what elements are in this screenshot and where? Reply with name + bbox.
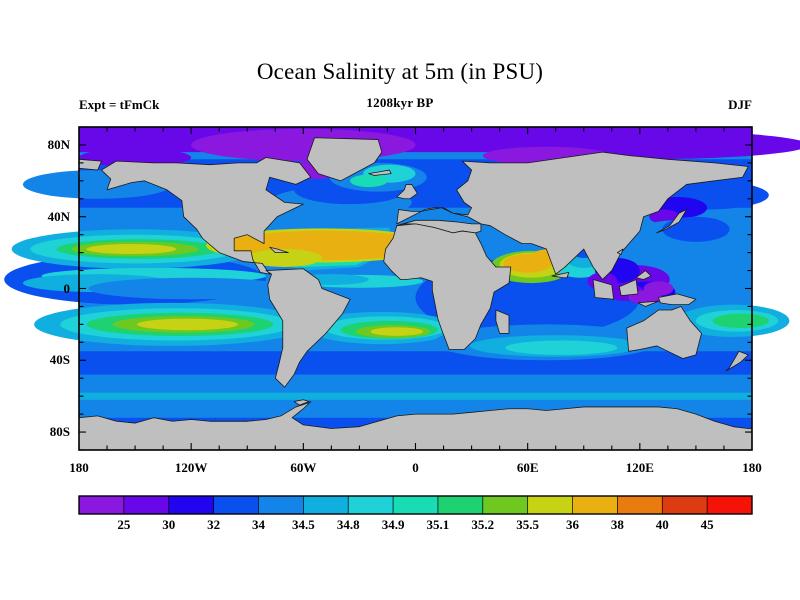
colorbar-tick-label: 40: [655, 517, 669, 532]
salinity-patch: [350, 174, 388, 188]
british-isles: [396, 184, 418, 200]
colorbar-tick-label: 38: [610, 517, 624, 532]
salinity-patch: [649, 209, 680, 224]
colorbar-tick-label: 45: [700, 517, 714, 532]
madagascar: [495, 309, 510, 334]
x-axis-tick-label: 120E: [625, 460, 654, 475]
y-axis-tick-label: 40N: [47, 208, 70, 224]
page-title: Ocean Salinity at 5m (in PSU): [256, 59, 544, 84]
colorbar-tick-label: 36: [566, 517, 580, 532]
experiment-label: Expt = tFmCk: [79, 97, 160, 112]
new-zealand: [725, 350, 749, 372]
y-axis-tick-label: 0: [63, 280, 71, 296]
colorbar[interactable]: [78, 495, 753, 515]
colorbar-tick-label: 35.1: [426, 517, 450, 532]
colorbar-tick-label: 30: [162, 517, 176, 532]
y-axis-tick-label: 40S: [49, 352, 70, 368]
colorbar-tick-label: 34: [251, 517, 265, 532]
salinity-patch: [662, 216, 730, 242]
salinity-patch: [247, 249, 323, 267]
salinity-patch: [79, 148, 192, 167]
y-axis-tick-label: 80N: [47, 136, 70, 152]
x-axis-tick-label: 120W: [174, 460, 208, 475]
colorbar-band[interactable]: [662, 496, 708, 514]
colorbar-band[interactable]: [123, 496, 170, 514]
colorbar-band[interactable]: [258, 496, 304, 514]
sumatra: [592, 279, 615, 300]
north-america: [101, 157, 312, 275]
salinity-patch: [712, 313, 769, 328]
colorbar-band[interactable]: [527, 496, 574, 514]
iceland: [368, 169, 392, 176]
x-axis-tick-label: 180: [69, 460, 89, 475]
colorbar-border: [78, 495, 753, 515]
x-axis-tick-label: 180: [742, 460, 762, 475]
salinity-patch: [86, 243, 177, 255]
x-axis-tick-label: 60E: [516, 460, 539, 475]
salinity-patch: [505, 340, 618, 355]
colorbar-tick-label: 25: [117, 517, 131, 532]
colorbar-band[interactable]: [79, 496, 125, 514]
new-guinea: [658, 293, 697, 306]
chukotka-west: [78, 158, 102, 171]
y-axis-tick-label: 80S: [49, 424, 70, 440]
colorbar-band[interactable]: [348, 496, 394, 514]
colorbar-tick-label: 35.2: [471, 517, 495, 532]
colorbar-band[interactable]: [213, 496, 259, 514]
lesser-sunda: [637, 300, 659, 307]
greenland: [306, 137, 383, 182]
season-label: DJF: [728, 97, 752, 112]
africa: [383, 223, 512, 350]
colorbar-tick-label: 32: [207, 517, 221, 532]
x-axis-tick-label: 0: [412, 460, 419, 475]
japan: [656, 209, 687, 234]
colorbar-tick-label: 34.5: [291, 517, 315, 532]
x-axis-tick-label: 60W: [290, 460, 317, 475]
land-masses: [78, 137, 753, 451]
colorbar-band[interactable]: [437, 496, 484, 514]
antarctica: [78, 401, 753, 451]
antarctic-peninsula: [293, 399, 310, 406]
colorbar-band[interactable]: [617, 496, 663, 514]
colorbar-band[interactable]: [303, 496, 349, 514]
cuba: [269, 246, 289, 254]
colorbar-tick-label: 35.5: [516, 517, 540, 532]
colorbar-band[interactable]: [168, 496, 215, 514]
plot-frame: [78, 126, 753, 451]
salinity-patch: [136, 318, 238, 331]
sri-lanka: [551, 271, 570, 279]
eurasia: [396, 151, 749, 280]
colorbar-band[interactable]: [482, 496, 529, 514]
south-america: [265, 268, 351, 388]
colorbar-band[interactable]: [572, 496, 618, 514]
salinity-patch: [370, 327, 423, 336]
borneo: [618, 279, 639, 297]
colorbar-band[interactable]: [707, 496, 753, 514]
colorbar-tick-label: 34.8: [336, 517, 360, 532]
colorbar-band[interactable]: [393, 496, 439, 514]
figure-subtitle: 1208kyr BP: [366, 95, 434, 110]
salinity-patch: [88, 277, 294, 300]
colorbar-tick-label: 34.9: [381, 517, 405, 532]
hainan: [617, 248, 624, 255]
australia: [626, 306, 702, 359]
philippines: [635, 270, 652, 280]
